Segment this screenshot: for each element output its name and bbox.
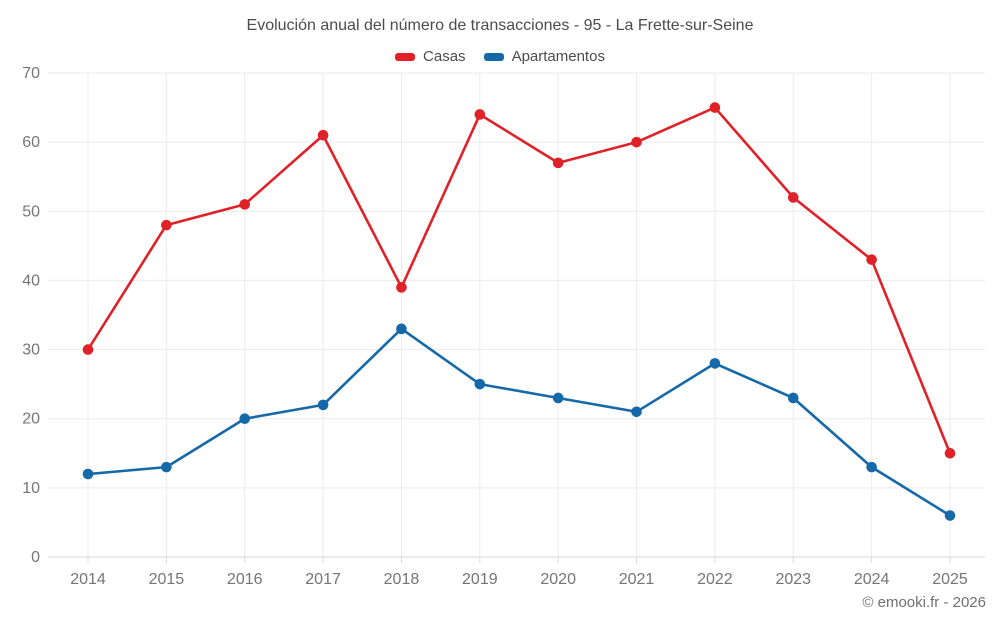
svg-text:70: 70 (22, 65, 40, 82)
legend-label-casas: Casas (423, 48, 466, 65)
data-point (474, 109, 486, 120)
svg-text:10: 10 (22, 480, 40, 497)
svg-text:2015: 2015 (149, 571, 185, 588)
svg-text:0: 0 (31, 549, 40, 566)
svg-text:30: 30 (22, 342, 40, 359)
footer-credit: © emooki.fr - 2026 (862, 594, 986, 611)
data-point (239, 413, 251, 425)
svg-text:2014: 2014 (70, 571, 106, 588)
data-point (631, 406, 642, 418)
chart-title: Evolución anual del número de transaccio… (246, 17, 754, 34)
series-casas (82, 102, 956, 459)
data-point (866, 254, 877, 265)
data-point (474, 378, 486, 390)
data-point (709, 358, 721, 369)
data-point (161, 461, 172, 473)
data-point (631, 136, 642, 148)
legend-label-apartamentos: Apartamentos (511, 48, 605, 65)
data-point (82, 344, 94, 355)
gridlines (48, 72, 985, 558)
series-line-casas (86, 106, 952, 455)
data-point (866, 461, 877, 473)
legend-swatch-casas (395, 52, 416, 61)
svg-text:2020: 2020 (540, 571, 576, 588)
svg-text:2018: 2018 (384, 571, 420, 588)
svg-text:2019: 2019 (462, 571, 498, 588)
legend-swatch-apartamentos (483, 52, 504, 61)
data-point (944, 510, 956, 521)
data-point (944, 447, 956, 459)
svg-text:2023: 2023 (775, 571, 811, 588)
series-apartamentos (82, 323, 956, 521)
data-point (787, 192, 799, 203)
y-axis-labels: 0 10 20 30 40 50 60 70 (22, 65, 40, 566)
legend-item-apartamentos[interactable]: Apartamentos (483, 48, 605, 65)
svg-text:2025: 2025 (932, 571, 968, 588)
svg-text:2016: 2016 (227, 571, 263, 588)
data-point (317, 129, 329, 141)
svg-text:2024: 2024 (854, 571, 890, 588)
svg-text:20: 20 (22, 411, 40, 428)
data-point (239, 199, 251, 210)
data-point (396, 282, 407, 293)
data-point (161, 219, 172, 231)
data-point (552, 392, 564, 404)
svg-text:40: 40 (22, 272, 40, 289)
legend-item-casas[interactable]: Casas (395, 48, 466, 65)
svg-text:2022: 2022 (697, 571, 733, 588)
data-point (396, 323, 407, 335)
x-axis (48, 556, 985, 563)
data-point (787, 392, 799, 404)
svg-text:60: 60 (22, 134, 40, 151)
series-line-apartamentos (86, 327, 952, 517)
data-point (317, 399, 329, 411)
x-axis-labels: 2014 2015 2016 2017 2018 2019 2020 2021 2022 2023… (70, 571, 968, 588)
data-point (552, 157, 564, 169)
svg-text:50: 50 (22, 203, 40, 220)
data-point (82, 468, 94, 480)
legend: Casas Apartamentos (0, 48, 1000, 65)
svg-text:2017: 2017 (305, 571, 341, 588)
data-point (709, 102, 721, 113)
svg-text:2021: 2021 (619, 571, 655, 588)
